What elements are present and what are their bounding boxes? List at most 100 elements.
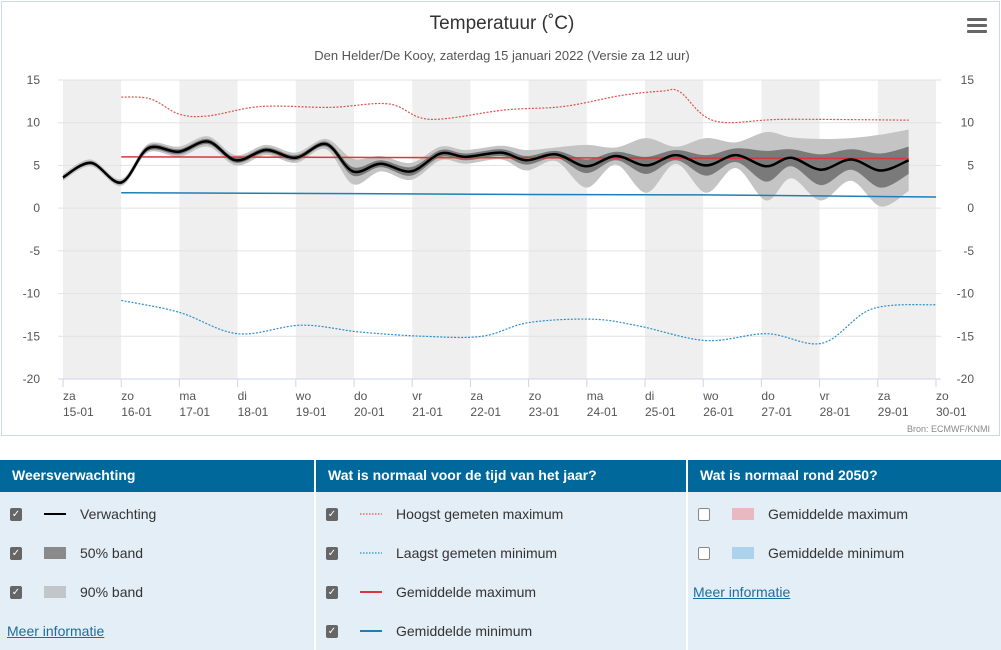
x-tick-day: za (470, 389, 483, 403)
blue-line-swatch-icon (360, 630, 382, 632)
legend-item-mean-max[interactable]: ✓ Gemiddelde maximum (326, 584, 536, 600)
legend-label: Gemiddelde minimum (768, 545, 905, 561)
day-stripe (179, 80, 238, 379)
legend-section-forecast: Weersverwachting ✓ Verwachting ✓ 50% band … (0, 460, 314, 650)
legend-header: Wat is normaal rond 2050? (688, 460, 1001, 492)
x-tick-day: zo (936, 389, 949, 403)
checkbox[interactable]: ✓ (10, 507, 22, 521)
x-tick-day: wo (702, 389, 719, 403)
chart-credit: Bron: ECMWF/KNMI (907, 424, 990, 434)
y-tick-label-right: 10 (961, 116, 975, 130)
more-info-link[interactable]: Meer informatie (7, 623, 105, 639)
legend-label: Gemiddelde maximum (768, 506, 909, 522)
legend-item-mean-min[interactable]: ✓ Gemiddelde minimum (326, 623, 532, 639)
day-stripe (63, 80, 122, 379)
y-tick-label-left: 5 (33, 158, 40, 172)
y-tick-label-right: -15 (957, 329, 975, 343)
y-tick-label-right: -10 (957, 287, 975, 301)
y-tick-label-left: -20 (23, 372, 41, 386)
x-tick-date: 25-01 (645, 405, 676, 419)
x-tick-date: 17-01 (179, 405, 210, 419)
legend-item-2050-min[interactable]: Gemiddelde minimum (698, 545, 904, 561)
x-tick-date: 22-01 (470, 405, 501, 419)
mean-min-line (121, 192, 937, 198)
x-tick-day: zo (121, 389, 134, 403)
legend-item-record-max[interactable]: ✓ Hoogst gemeten maximum (326, 506, 563, 522)
checkbox[interactable]: ✓ (326, 585, 338, 599)
x-tick-date: 18-01 (238, 405, 269, 419)
x-tick-day: za (63, 389, 76, 403)
x-tick-date: 21-01 (412, 405, 443, 419)
legend-label: Gemiddelde maximum (396, 584, 537, 600)
checkbox[interactable]: ✓ (10, 585, 22, 599)
band-90 (63, 129, 909, 207)
red-line-swatch-icon (360, 591, 382, 593)
temperature-chart: 15 15 10 10 5 5 0 0 -5 -5 -10 -10 -15 -15 -20 -20 za 15-0… (23, 13, 990, 434)
legend-label: Verwachting (80, 506, 157, 522)
x-tick-day: do (354, 389, 368, 403)
light-grey-swatch-icon (44, 586, 66, 598)
x-tick-date: 28-01 (820, 405, 851, 419)
day-stripe (528, 80, 587, 379)
chart-menu-button[interactable] (967, 18, 987, 36)
checkbox[interactable] (698, 546, 710, 560)
blue-dotted-swatch-icon (360, 552, 382, 554)
x-tick-date: 16-01 (121, 405, 152, 419)
legend-header: Wat is normaal voor de tijd van het jaar… (316, 460, 686, 492)
x-tick-day: di (645, 389, 654, 403)
x-tick-date: 24-01 (587, 405, 618, 419)
checkbox[interactable]: ✓ (326, 546, 338, 560)
day-stripe (295, 80, 354, 379)
light-blue-swatch-icon (732, 547, 754, 559)
x-tick-date: 23-01 (529, 405, 560, 419)
legend-item-band90[interactable]: ✓ 90% band (10, 584, 143, 600)
y-tick-label-left: 0 (33, 201, 40, 215)
legend-header: Weersverwachting (0, 460, 314, 492)
chart-subtitle: Den Helder/De Kooy, zaterdag 15 januari … (314, 48, 690, 63)
more-info-link[interactable]: Meer informatie (693, 584, 791, 600)
y-tick-label-left: -15 (23, 329, 41, 343)
legend-item-2050-max[interactable]: Gemiddelde maximum (698, 506, 908, 522)
black-line-swatch-icon (44, 513, 66, 515)
x-tick-day: wo (295, 389, 312, 403)
checkbox[interactable]: ✓ (326, 624, 338, 638)
checkbox[interactable] (698, 507, 710, 521)
y-tick-label-left: 15 (27, 73, 41, 87)
legend-label: 90% band (80, 584, 144, 600)
legend-item-record-min[interactable]: ✓ Laagst gemeten minimum (326, 545, 557, 561)
legend-label: Hoogst gemeten maximum (396, 506, 564, 522)
x-tick-date: 15-01 (63, 405, 94, 419)
x-tick-day: vr (412, 389, 422, 403)
legend-section-2050: Wat is normaal rond 2050? Gemiddelde max… (686, 460, 1001, 650)
x-tick-day: ma (587, 389, 604, 403)
legend-item-forecast[interactable]: ✓ Verwachting (10, 506, 156, 522)
x-tick-date: 29-01 (878, 405, 909, 419)
record-max-line (121, 88, 909, 124)
x-tick-day: di (238, 389, 247, 403)
day-stripe (412, 80, 471, 379)
x-tick-day: ma (179, 389, 196, 403)
x-tick-day: vr (820, 389, 830, 403)
y-tick-label-right: 0 (967, 201, 974, 215)
day-stripe (761, 80, 820, 379)
legend-label: Gemiddelde minimum (396, 623, 533, 639)
y-tick-label-right: -20 (957, 372, 975, 386)
x-tick-day: zo (529, 389, 542, 403)
y-tick-label-left: -10 (23, 287, 41, 301)
legend-section-normal: Wat is normaal voor de tijd van het jaar… (314, 460, 686, 650)
dark-grey-swatch-icon (44, 547, 66, 559)
checkbox[interactable]: ✓ (326, 507, 338, 521)
day-stripe (877, 80, 936, 379)
pink-swatch-icon (732, 508, 754, 520)
y-tick-label-left: -5 (29, 244, 40, 258)
x-tick-date: 26-01 (703, 405, 734, 419)
legend-item-band50[interactable]: ✓ 50% band (10, 545, 143, 561)
legend-label: 50% band (80, 545, 144, 561)
y-tick-label-right: 15 (961, 73, 975, 87)
x-tick-day: do (761, 389, 775, 403)
checkbox[interactable]: ✓ (10, 546, 22, 560)
chart-title: Temperatuur (˚C) (430, 13, 575, 34)
y-tick-label-right: 5 (967, 158, 974, 172)
x-tick-date: 30-01 (936, 405, 967, 419)
forecast-line (62, 140, 910, 184)
